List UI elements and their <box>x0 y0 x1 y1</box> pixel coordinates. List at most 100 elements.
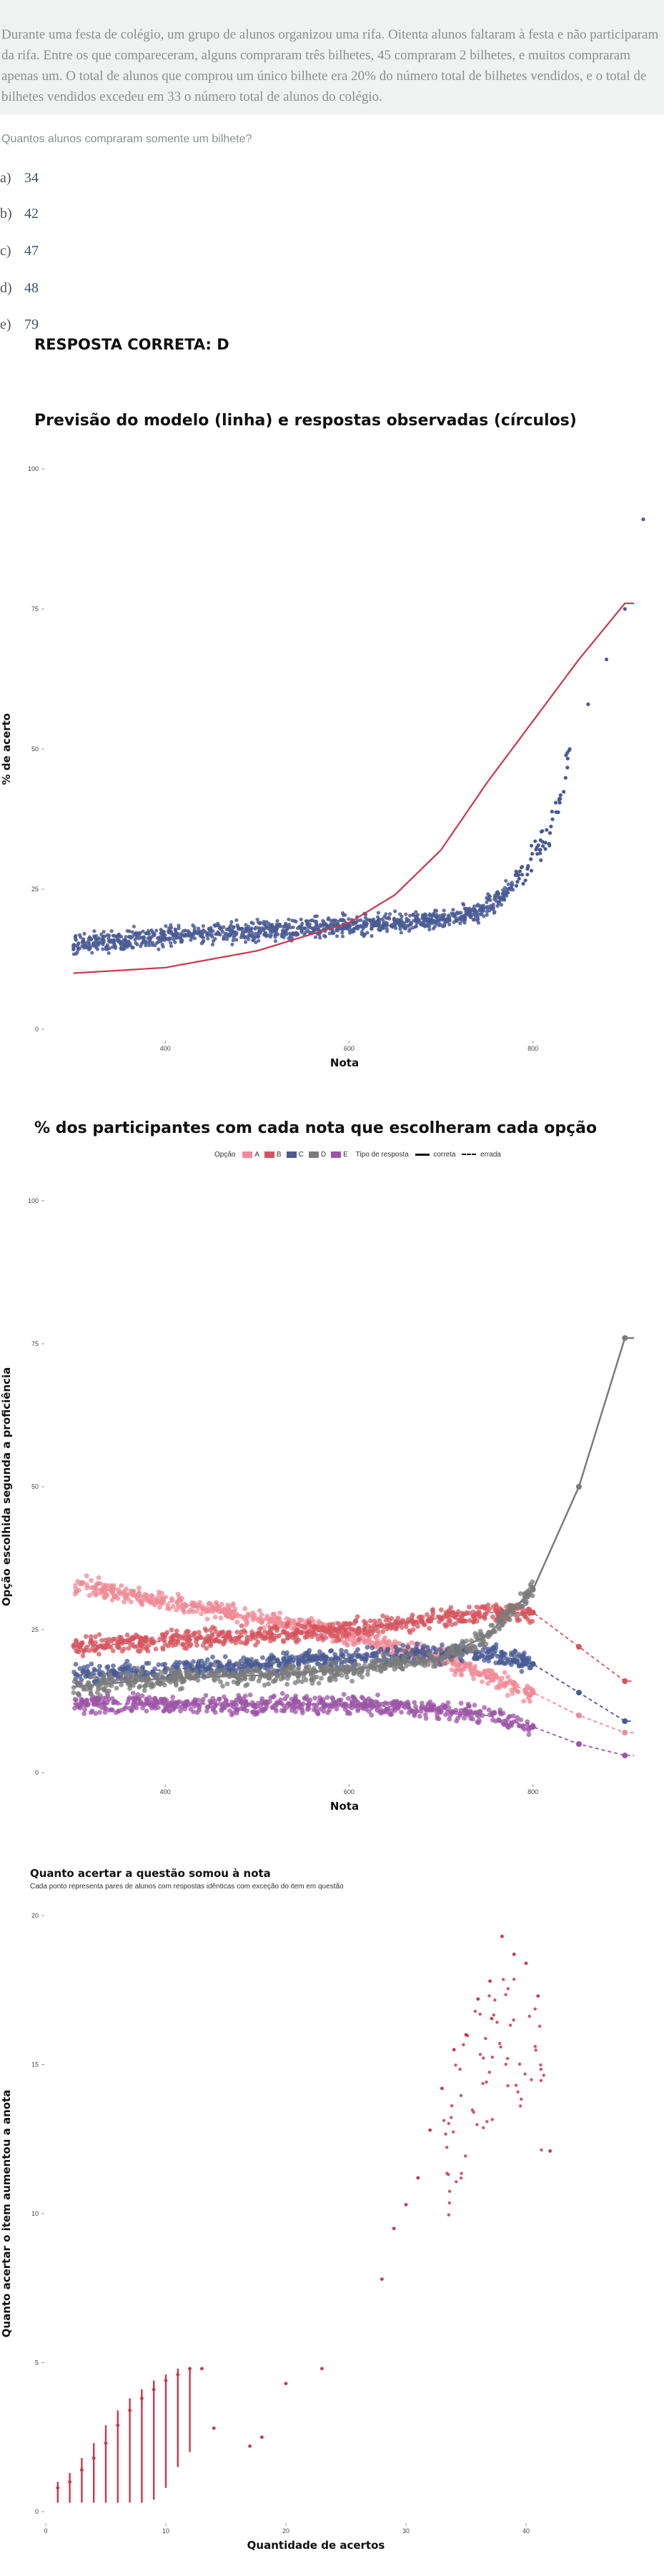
problem-text: Durante uma festa de colégio, um grupo d… <box>1 27 659 104</box>
series-point <box>112 1637 118 1642</box>
observed-point <box>408 923 412 927</box>
series-point <box>293 1638 299 1643</box>
series-point <box>292 1709 298 1715</box>
series-point <box>162 1670 168 1675</box>
series-point <box>365 1645 370 1650</box>
series-point <box>101 1686 106 1691</box>
series-point <box>137 1585 142 1591</box>
observed-point <box>434 915 438 919</box>
series-point <box>130 1690 136 1696</box>
observed-point <box>392 918 397 923</box>
series-point <box>453 1669 459 1675</box>
series-point <box>302 1651 308 1657</box>
series-point <box>97 1663 102 1669</box>
observed-point <box>471 918 475 922</box>
observed-point <box>360 930 364 934</box>
series-point <box>508 1723 514 1728</box>
data-point <box>458 2067 462 2071</box>
data-point <box>539 2063 542 2067</box>
observed-point <box>451 908 455 912</box>
series-point <box>310 1653 316 1659</box>
observed-point <box>122 941 127 946</box>
observed-point <box>347 917 351 921</box>
observed-point <box>229 920 234 924</box>
series-point <box>477 1605 482 1610</box>
data-point <box>104 2441 108 2445</box>
observed-point <box>113 946 118 950</box>
observed-point <box>541 844 545 848</box>
observed-point <box>389 923 393 928</box>
observed-point <box>300 921 304 926</box>
observed-point <box>481 907 485 911</box>
observed-point <box>308 926 312 930</box>
observed-point <box>565 766 570 770</box>
series-point <box>309 1615 314 1621</box>
data-point <box>454 2064 457 2067</box>
observed-point <box>353 921 357 925</box>
observed-point <box>342 925 347 930</box>
observed-point <box>74 936 78 941</box>
series-point <box>212 1710 218 1715</box>
series-point <box>422 1663 427 1668</box>
observed-point <box>244 923 248 927</box>
series-point <box>122 1599 127 1605</box>
y-axis-label: % de acerto <box>0 713 13 785</box>
data-point <box>442 2119 446 2122</box>
observed-point <box>538 838 542 843</box>
series-line-b <box>73 1612 635 1682</box>
data-point <box>492 2013 495 2017</box>
data-point <box>380 2277 384 2282</box>
observed-point <box>192 928 197 933</box>
series-point <box>149 1683 154 1688</box>
observed-point <box>86 946 90 950</box>
data-point <box>428 2128 432 2132</box>
series-point <box>207 1661 213 1667</box>
observed-point <box>97 936 101 941</box>
series-point <box>453 1644 459 1650</box>
series-point <box>140 1637 146 1643</box>
observed-point <box>224 934 229 938</box>
series-point <box>93 1710 99 1716</box>
series-point <box>224 1698 229 1704</box>
option-b: b) 42 <box>0 206 39 222</box>
observed-point <box>535 852 540 856</box>
observed-point <box>387 916 392 921</box>
observed-point <box>232 935 236 939</box>
series-point <box>131 1695 137 1701</box>
observed-point <box>525 872 530 877</box>
observed-point <box>118 941 122 946</box>
series-point <box>217 1660 223 1666</box>
series-point <box>106 1708 112 1713</box>
series-point <box>407 1628 412 1633</box>
series-point <box>520 1725 526 1730</box>
option-value: 79 <box>24 317 39 332</box>
series-point <box>505 1723 510 1729</box>
series-point <box>317 1649 322 1655</box>
observed-point <box>109 938 114 943</box>
series-point <box>477 1709 482 1714</box>
series-point <box>417 1713 422 1719</box>
series-point <box>126 1697 132 1702</box>
observed-point <box>90 951 94 955</box>
observed-point <box>421 923 425 927</box>
series-point <box>278 1697 284 1703</box>
observed-point <box>164 923 168 928</box>
series-point <box>155 1672 161 1678</box>
observed-point <box>525 867 530 871</box>
observed-point <box>370 933 374 938</box>
observed-point <box>264 926 269 930</box>
series-point <box>410 1627 416 1633</box>
series-point <box>370 1653 375 1659</box>
observed-point <box>318 923 323 927</box>
series-point <box>249 1632 255 1638</box>
series-point <box>350 1678 355 1684</box>
series-point <box>174 1628 179 1634</box>
series-point <box>76 1680 81 1686</box>
series-point <box>270 1694 276 1700</box>
observed-point <box>445 919 450 923</box>
data-point <box>504 2062 507 2066</box>
series-point <box>194 1643 199 1648</box>
observed-point <box>538 851 542 856</box>
series-point <box>352 1661 358 1666</box>
observed-point <box>314 922 319 926</box>
